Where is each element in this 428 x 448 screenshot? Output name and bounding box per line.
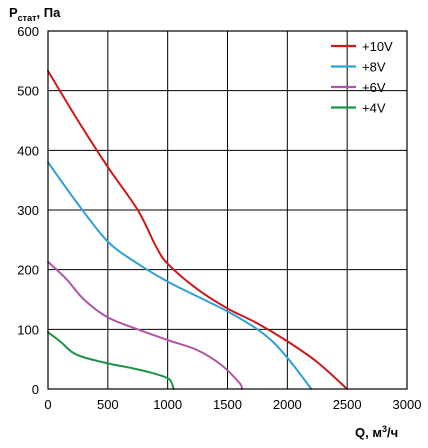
series-line	[47, 69, 349, 390]
x-axis-title-main: Q, м	[355, 425, 382, 440]
legend-label: +8V	[362, 60, 386, 75]
series-line	[47, 161, 313, 390]
y-axis-title-rest: , Па	[37, 5, 62, 20]
y-tick-label: 400	[17, 143, 39, 158]
x-tick-label: 0	[44, 397, 51, 412]
x-tick-labels: 0 500 1000 1500 2000 2500 3000	[44, 397, 421, 412]
x-tick-label: 1000	[153, 397, 182, 412]
y-tick-labels: 0 100 200 300 400 500 600	[17, 24, 39, 397]
y-axis-title-sub: стат	[18, 13, 37, 23]
grid	[48, 31, 407, 389]
series-line	[47, 260, 243, 390]
y-tick-label: 500	[17, 84, 39, 99]
x-tick-label: 3000	[393, 397, 422, 412]
x-tick-label: 2500	[333, 397, 362, 412]
series-lines	[47, 69, 349, 390]
y-axis-title: Pстат, Па	[9, 5, 61, 23]
x-axis-title-sup: 3	[382, 424, 387, 434]
series-line	[47, 331, 175, 390]
legend-label: +4V	[362, 101, 386, 116]
legend-label: +6V	[362, 80, 386, 95]
y-tick-label: 200	[17, 263, 39, 278]
y-tick-label: 600	[17, 24, 39, 39]
x-tick-label: 2000	[273, 397, 302, 412]
y-axis-title-main: P	[9, 5, 18, 20]
x-axis-title: Q, м3/ч	[355, 424, 398, 440]
x-axis-title-rest: /ч	[387, 425, 398, 440]
y-tick-label: 300	[17, 203, 39, 218]
y-tick-label: 0	[32, 382, 39, 397]
legend: +10V +8V +6V +4V	[331, 39, 393, 116]
y-tick-label: 100	[17, 322, 39, 337]
x-tick-label: 500	[97, 397, 119, 412]
x-tick-label: 1500	[213, 397, 242, 412]
legend-label: +10V	[362, 39, 393, 54]
plot-frame	[47, 30, 408, 390]
